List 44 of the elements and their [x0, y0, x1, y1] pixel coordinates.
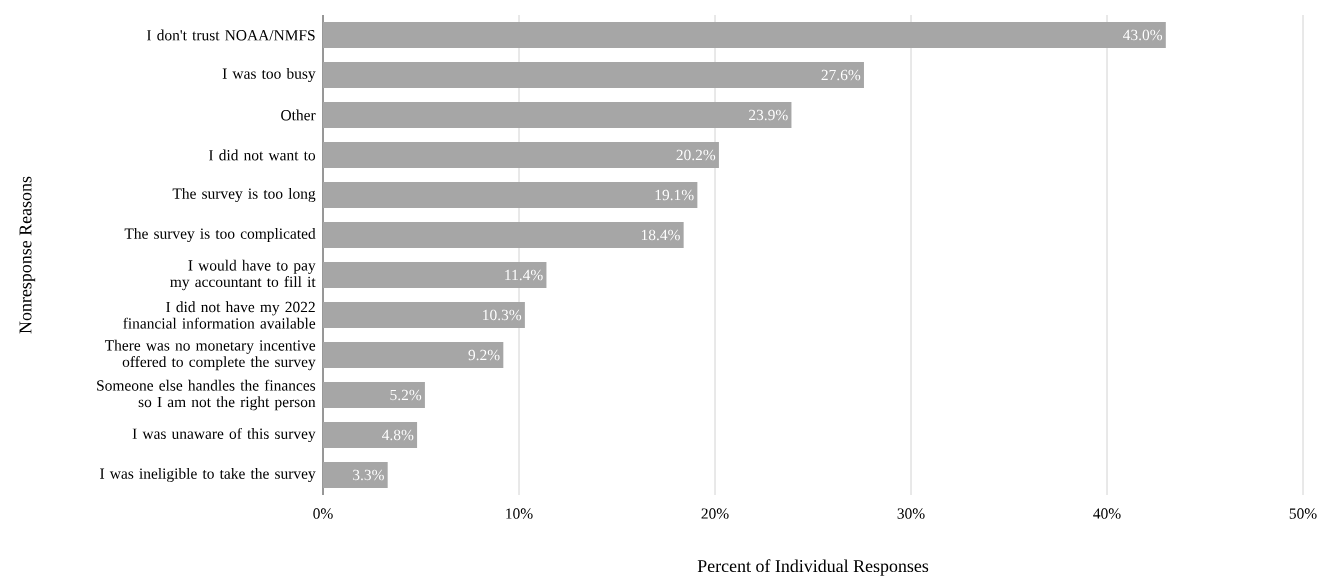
y-tick-label: The survey is too complicated	[124, 227, 316, 243]
y-tick-label: There was no monetary incentive offered to complete the survey	[104, 339, 316, 371]
y-tick-label: I would have to pay my accountant to fill it	[170, 259, 316, 291]
bar	[323, 302, 525, 328]
bar	[323, 22, 1166, 48]
x-tick-label: 40%	[1093, 508, 1121, 519]
x-tick-label: 0%	[313, 508, 333, 519]
y-tick-label: I did not want to	[208, 149, 316, 161]
y-tick-label: I did not have my 2022 financial information available	[123, 301, 316, 329]
data-label: 27.6%	[821, 69, 861, 81]
data-label: 5.2%	[390, 389, 422, 401]
data-label: 20.2%	[676, 149, 716, 161]
data-label: 43.0%	[1123, 29, 1163, 41]
y-tick-label: I was too busy	[222, 67, 316, 83]
bar	[323, 422, 418, 448]
data-label: 4.8%	[382, 429, 414, 441]
data-label: 3.3%	[353, 469, 384, 481]
x-tick-label: 50%	[1289, 508, 1317, 519]
bar	[323, 462, 388, 489]
data-label: 11.4%	[505, 269, 543, 281]
data-label: 23.9%	[749, 109, 788, 121]
bar	[323, 382, 425, 408]
bar	[323, 62, 864, 88]
y-tick-label: I was ineligible to take the survey	[100, 467, 316, 483]
bar	[323, 182, 698, 208]
x-tick-label: 10%	[506, 508, 533, 519]
data-label: 9.2%	[468, 349, 500, 361]
x-tick-label: 30%	[897, 508, 925, 519]
bar	[323, 142, 719, 168]
bar	[323, 102, 792, 128]
bar	[323, 342, 504, 368]
data-label: 10.3%	[483, 309, 522, 321]
bar	[323, 262, 547, 288]
data-label: 19.1%	[655, 189, 694, 201]
y-tick-label: I was unaware of this survey	[132, 427, 316, 443]
y-tick-label: Other	[281, 109, 316, 121]
bar	[323, 222, 684, 248]
y-tick-label: Someone else handles the finances so I am not the right person	[97, 379, 316, 411]
y-tick-label: I don't trust NOAA/NMFS	[146, 29, 315, 41]
x-tick-label: 20%	[701, 508, 729, 519]
y-axis-title: Nonresponse Reasons	[19, 176, 36, 334]
data-label: 18.4%	[641, 229, 680, 241]
x-axis-title: Percent of Individual Responses	[697, 559, 929, 576]
y-tick-label: The survey is too long	[172, 187, 316, 203]
